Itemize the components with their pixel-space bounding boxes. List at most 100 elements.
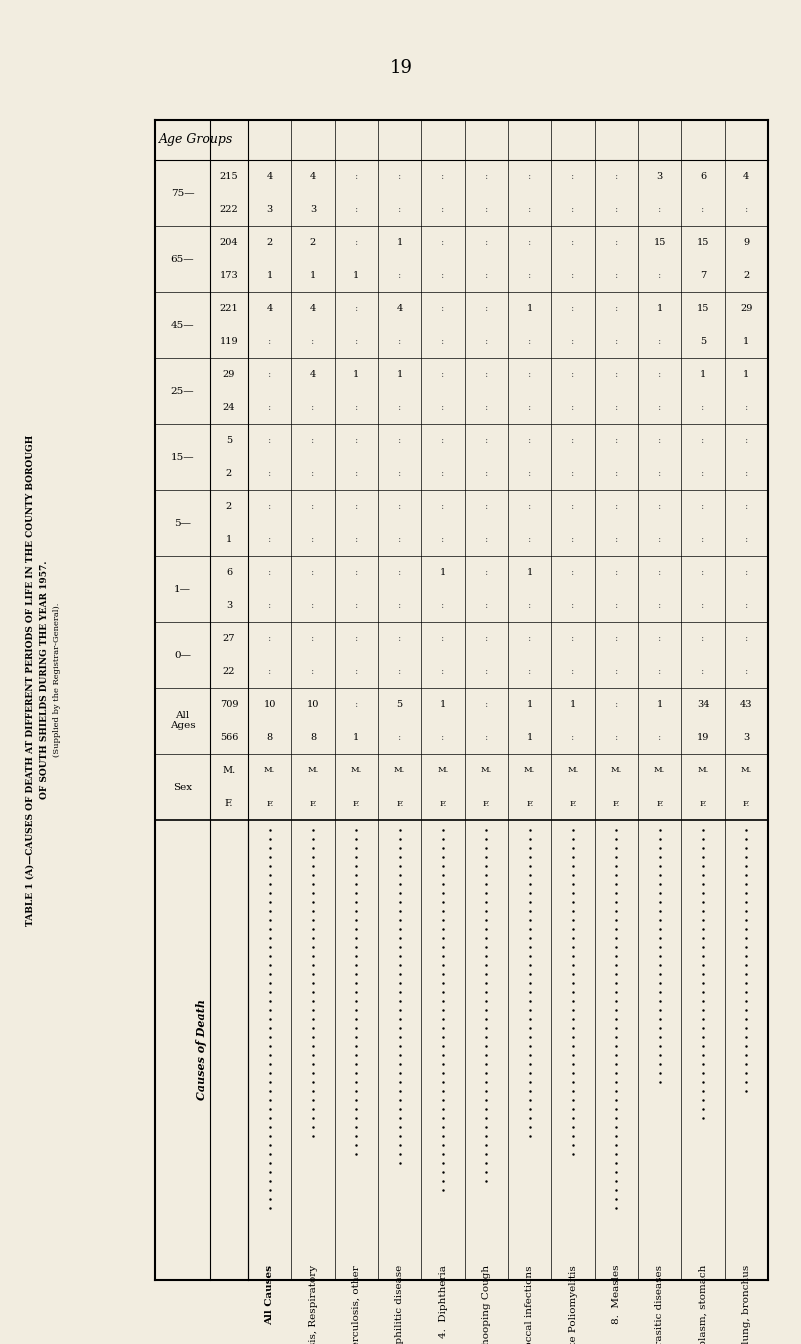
- Text: :: :: [658, 469, 662, 478]
- Text: 566: 566: [219, 732, 238, 742]
- Text: :: :: [485, 535, 488, 544]
- Text: 3: 3: [310, 206, 316, 214]
- Text: :: :: [398, 634, 401, 642]
- Text: M.: M.: [567, 766, 578, 774]
- Text: :: :: [528, 172, 531, 181]
- Text: :: :: [702, 206, 705, 214]
- Text: :: :: [571, 732, 574, 742]
- Text: 1: 1: [440, 700, 446, 710]
- Text: :: :: [658, 206, 662, 214]
- Text: :: :: [441, 535, 445, 544]
- Text: :: :: [702, 403, 705, 413]
- Text: :: :: [398, 271, 401, 280]
- Text: F.: F.: [352, 800, 360, 808]
- Text: :: :: [702, 435, 705, 445]
- Text: 75—: 75—: [171, 188, 195, 198]
- Text: :: :: [571, 535, 574, 544]
- Text: :: :: [571, 435, 574, 445]
- Text: 6: 6: [700, 172, 706, 181]
- Text: 1: 1: [657, 700, 662, 710]
- Text: :: :: [614, 634, 618, 642]
- Text: OF SOUTH SHIELDS DURING THE YEAR 1957.: OF SOUTH SHIELDS DURING THE YEAR 1957.: [41, 560, 50, 800]
- Text: 1: 1: [657, 304, 662, 313]
- Text: F.: F.: [613, 800, 620, 808]
- Text: :: :: [355, 403, 358, 413]
- Text: 8.  Measles: 8. Measles: [612, 1265, 621, 1324]
- Text: :: :: [745, 206, 748, 214]
- Text: 1: 1: [743, 337, 750, 345]
- Text: F.: F.: [699, 800, 706, 808]
- Text: :: :: [571, 304, 574, 313]
- Text: :: :: [702, 469, 705, 478]
- Text: :: :: [614, 535, 618, 544]
- Text: :: :: [398, 667, 401, 676]
- Text: :: :: [745, 601, 748, 610]
- Text: :: :: [441, 469, 445, 478]
- Text: :: :: [571, 503, 574, 511]
- Text: 1: 1: [396, 238, 403, 247]
- Text: 2: 2: [267, 238, 273, 247]
- Text: :: :: [312, 569, 315, 577]
- Text: :: :: [398, 403, 401, 413]
- Text: :: :: [745, 634, 748, 642]
- Text: :: :: [268, 469, 272, 478]
- Text: :: :: [571, 403, 574, 413]
- Text: 1: 1: [310, 271, 316, 280]
- Text: :: :: [355, 238, 358, 247]
- Text: :: :: [355, 569, 358, 577]
- Text: :: :: [441, 337, 445, 345]
- Text: :: :: [268, 569, 272, 577]
- Text: 3: 3: [657, 172, 662, 181]
- Text: All: All: [175, 711, 190, 720]
- Text: 15: 15: [654, 238, 666, 247]
- Text: 2: 2: [226, 469, 232, 478]
- Text: 3: 3: [226, 601, 232, 610]
- Text: :: :: [485, 732, 488, 742]
- Text: 1: 1: [353, 732, 360, 742]
- Text: :: :: [485, 238, 488, 247]
- Text: :: :: [614, 172, 618, 181]
- Text: :: :: [485, 700, 488, 710]
- Text: :: :: [658, 271, 662, 280]
- Text: :: :: [614, 732, 618, 742]
- Text: 15: 15: [697, 238, 709, 247]
- Text: :: :: [398, 601, 401, 610]
- Text: 10: 10: [264, 700, 276, 710]
- Text: 4: 4: [267, 172, 273, 181]
- Text: 4: 4: [310, 172, 316, 181]
- Text: :: :: [441, 601, 445, 610]
- Text: :: :: [312, 634, 315, 642]
- Text: :: :: [398, 469, 401, 478]
- Text: :: :: [571, 337, 574, 345]
- Text: :: :: [485, 634, 488, 642]
- Text: 9.  Other infective and parasitic diseases: 9. Other infective and parasitic disease…: [655, 1265, 664, 1344]
- Text: Sex: Sex: [173, 782, 192, 792]
- Text: :: :: [268, 634, 272, 642]
- Text: F.: F.: [396, 800, 403, 808]
- Text: 204: 204: [219, 238, 239, 247]
- Text: :: :: [702, 569, 705, 577]
- Text: M.: M.: [654, 766, 666, 774]
- Text: :: :: [485, 403, 488, 413]
- Text: :: :: [312, 503, 315, 511]
- Text: 1: 1: [526, 732, 533, 742]
- Text: :: :: [658, 667, 662, 676]
- Text: 10: 10: [307, 700, 319, 710]
- Text: F.: F.: [570, 800, 577, 808]
- Text: :: :: [441, 271, 445, 280]
- Text: :: :: [614, 337, 618, 345]
- Text: 4: 4: [396, 304, 403, 313]
- Text: :: :: [528, 238, 531, 247]
- Text: :: :: [355, 667, 358, 676]
- Text: F.: F.: [225, 798, 233, 808]
- Text: 1: 1: [353, 370, 360, 379]
- Text: M.: M.: [741, 766, 752, 774]
- Text: 5.  Whooping Cough: 5. Whooping Cough: [482, 1265, 491, 1344]
- Text: 22: 22: [223, 667, 235, 676]
- Text: :: :: [528, 271, 531, 280]
- Text: :: :: [745, 569, 748, 577]
- Text: :: :: [614, 667, 618, 676]
- Text: :: :: [658, 370, 662, 379]
- Text: :: :: [485, 667, 488, 676]
- Text: F.: F.: [656, 800, 663, 808]
